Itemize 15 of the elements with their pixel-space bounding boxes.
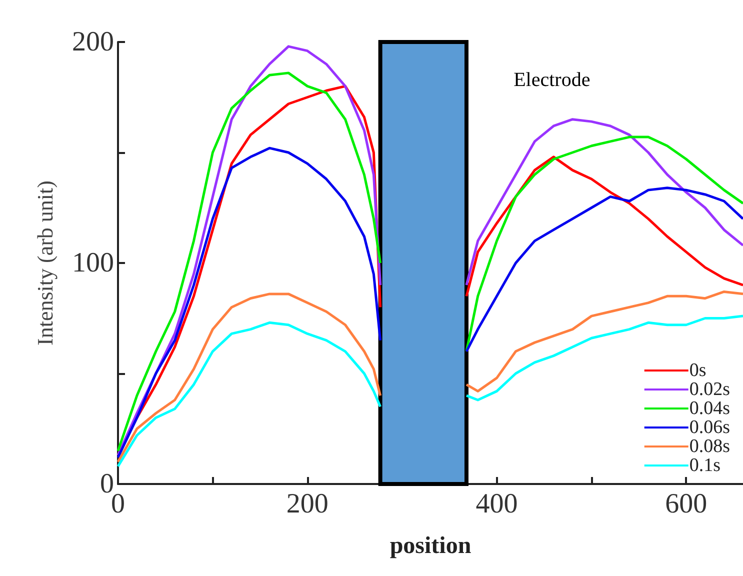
y-tick-label: 0 [100, 468, 114, 500]
legend-label: 0.02s [689, 379, 730, 400]
x-tick-label: 400 [476, 488, 518, 520]
legend-label: 0s [689, 360, 706, 381]
legend-label: 0.1s [689, 455, 721, 476]
y-tick-label: 100 [72, 248, 114, 278]
legend-label: 0.04s [689, 398, 730, 419]
y-axis-title: Intensity (arb unit) [32, 180, 58, 346]
x-tick-label: 600 [665, 488, 708, 520]
x-axis-title: position [390, 533, 472, 559]
legend-label: 0.06s [689, 417, 730, 438]
legend-label: 0.08s [689, 436, 730, 457]
band-label: Electrode [514, 69, 590, 91]
y-tick-label: 200 [72, 26, 114, 58]
x-tick-label: 200 [286, 488, 328, 520]
